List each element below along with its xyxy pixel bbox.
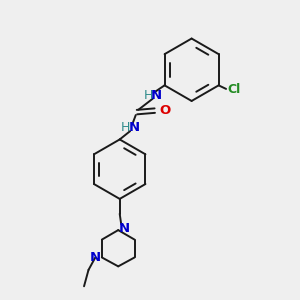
Text: Cl: Cl	[228, 83, 241, 96]
Text: H: H	[143, 89, 153, 102]
Text: N: N	[119, 222, 130, 235]
Text: O: O	[159, 104, 170, 117]
Text: H: H	[121, 121, 130, 134]
Text: N: N	[151, 89, 162, 102]
Text: N: N	[90, 251, 101, 264]
Text: N: N	[128, 121, 140, 134]
